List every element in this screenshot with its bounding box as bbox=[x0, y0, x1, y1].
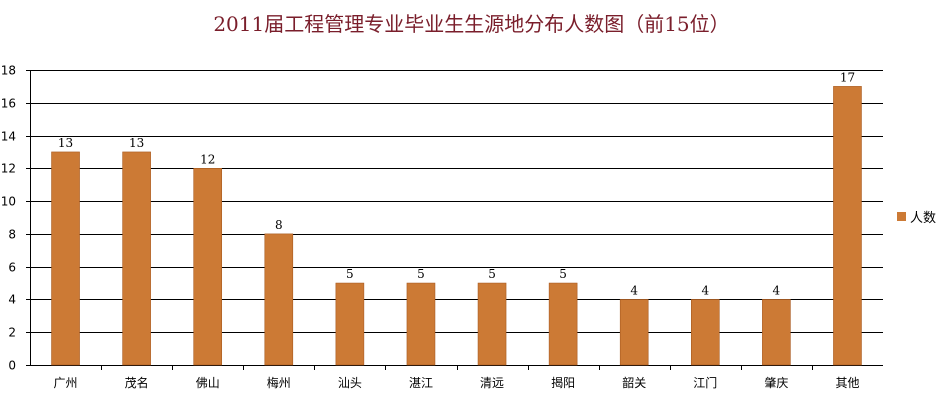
y-axis-ticks: 0 2 4 6 8 10 12 14 16 18 bbox=[1, 64, 16, 373]
chart-title: 2011届工程管理专业毕业生生源地分布人数图（前15位） bbox=[213, 12, 730, 36]
bars bbox=[51, 86, 862, 366]
y-tick-label: 16 bbox=[1, 97, 16, 111]
legend-label: 人数 bbox=[910, 211, 936, 226]
bar bbox=[619, 299, 649, 366]
data-label: 5 bbox=[488, 267, 496, 281]
category-label: 湛江 bbox=[409, 376, 433, 390]
axes bbox=[26, 70, 883, 370]
legend-swatch bbox=[897, 212, 906, 221]
data-label: 4 bbox=[630, 283, 638, 297]
bar bbox=[477, 282, 507, 366]
bar bbox=[335, 282, 365, 366]
bar bbox=[406, 282, 436, 366]
category-label: 汕头 bbox=[338, 376, 362, 390]
y-tick-label: 4 bbox=[8, 293, 16, 307]
data-label: 17 bbox=[840, 70, 855, 84]
legend: 人数 bbox=[897, 211, 936, 226]
data-label: 5 bbox=[417, 267, 425, 281]
category-label: 肇庆 bbox=[764, 375, 788, 390]
category-label: 茂名 bbox=[125, 375, 149, 390]
y-tick-label: 12 bbox=[1, 162, 16, 176]
y-tick-label: 2 bbox=[8, 326, 16, 340]
gridlines bbox=[30, 70, 883, 333]
bar bbox=[548, 282, 578, 366]
data-label: 4 bbox=[701, 283, 709, 297]
data-label: 13 bbox=[58, 136, 73, 150]
category-label: 韶关 bbox=[622, 375, 646, 390]
y-tick-label: 8 bbox=[8, 228, 16, 242]
category-label: 佛山 bbox=[196, 376, 220, 390]
category-label: 揭阳 bbox=[551, 375, 575, 390]
data-label: 12 bbox=[200, 152, 215, 166]
category-label: 清远 bbox=[480, 376, 504, 390]
bar bbox=[762, 299, 791, 366]
category-label: 广州 bbox=[54, 376, 78, 390]
data-label: 4 bbox=[773, 283, 781, 297]
bar bbox=[833, 86, 862, 366]
y-tick-label: 14 bbox=[1, 130, 16, 144]
bar bbox=[690, 299, 720, 366]
data-labels: 13 13 12 8 5 5 5 5 4 4 4 17 bbox=[58, 70, 855, 297]
category-label: 梅州 bbox=[267, 375, 291, 390]
data-label: 8 bbox=[275, 218, 283, 232]
data-label: 13 bbox=[129, 136, 144, 150]
bar bbox=[264, 233, 294, 366]
y-tick-label: 18 bbox=[1, 64, 16, 78]
category-label: 江门 bbox=[693, 375, 717, 390]
y-tick-label: 6 bbox=[8, 261, 16, 275]
bar bbox=[193, 168, 223, 366]
bar bbox=[51, 151, 80, 366]
category-label: 其他 bbox=[835, 376, 859, 390]
y-tick-label: 0 bbox=[8, 359, 16, 373]
bar bbox=[122, 151, 151, 366]
data-label: 5 bbox=[346, 267, 354, 281]
data-label: 5 bbox=[559, 267, 567, 281]
x-axis-categories: 广州 茂名 佛山 梅州 汕头 湛江 清远 揭阳 韶关 江门 肇庆 其他 bbox=[54, 375, 860, 390]
y-tick-label: 10 bbox=[1, 195, 16, 209]
